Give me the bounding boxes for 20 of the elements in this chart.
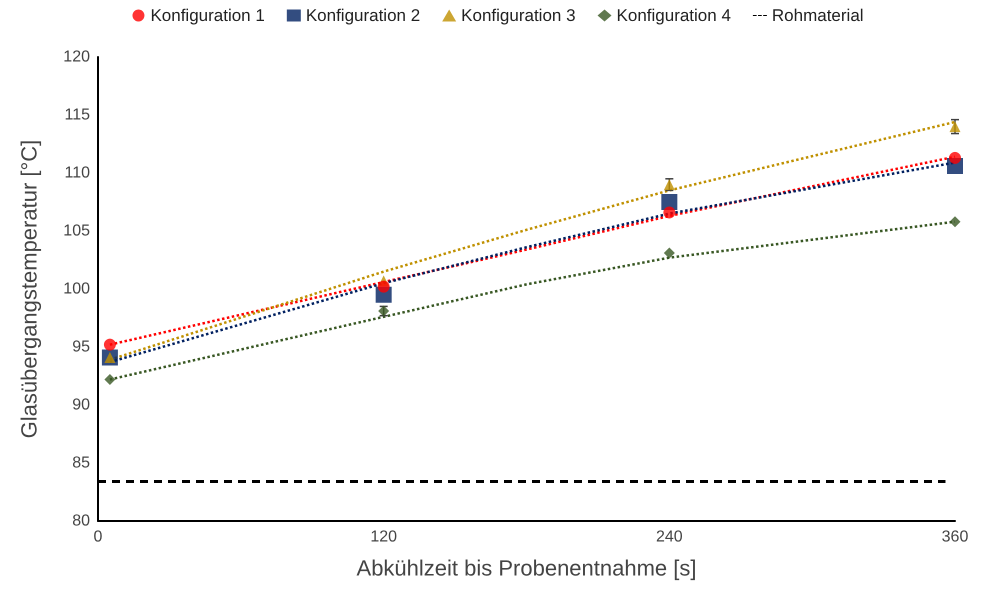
y-tick-label: 85 (72, 454, 90, 472)
y-axis-title: Glasübergangstemperatur [°C] (16, 140, 42, 438)
x-axis-title: Abkühlzeit bis Probenentnahme [s] (356, 556, 696, 580)
legend-label: Konfiguration 4 (616, 6, 731, 25)
y-tick-label: 105 (63, 222, 90, 240)
legend-label: Konfiguration 1 (150, 6, 265, 25)
y-tick-label: 90 (72, 396, 90, 414)
y-tick-label: 95 (72, 338, 90, 356)
legend-label: Rohmaterial (772, 6, 864, 25)
y-tick-label: 115 (64, 106, 90, 124)
x-tick-label: 360 (942, 528, 968, 546)
legend-label: Konfiguration 3 (461, 6, 576, 25)
y-tick-label: 120 (63, 48, 90, 66)
x-tick-label: 240 (656, 528, 683, 546)
legend-label: Konfiguration 2 (306, 6, 420, 25)
y-tick-label: 110 (64, 164, 90, 182)
x-tick-label: 0 (94, 528, 103, 546)
x-tick-label: 120 (370, 528, 398, 546)
y-tick-label: 100 (63, 280, 90, 298)
y-tick-label: 80 (72, 512, 90, 530)
